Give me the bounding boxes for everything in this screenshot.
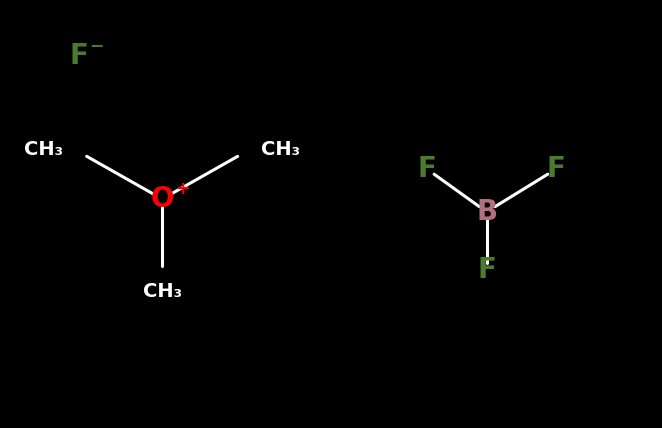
Text: F: F <box>547 155 565 183</box>
Text: B: B <box>476 198 497 226</box>
Text: −: − <box>89 36 104 54</box>
Text: O: O <box>150 185 174 213</box>
Text: F: F <box>70 42 89 70</box>
Text: CH₃: CH₃ <box>143 282 181 301</box>
Text: CH₃: CH₃ <box>24 140 63 159</box>
Text: +: + <box>175 180 189 198</box>
Text: F: F <box>477 256 496 284</box>
Text: CH₃: CH₃ <box>261 140 301 159</box>
Text: F: F <box>418 155 436 183</box>
